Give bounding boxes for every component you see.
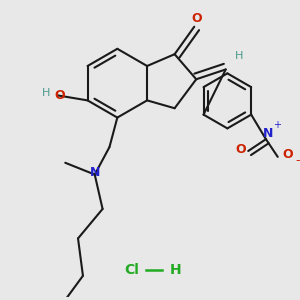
Text: H: H	[169, 263, 181, 277]
Text: O: O	[55, 89, 65, 102]
Text: H: H	[235, 51, 244, 61]
Text: O: O	[191, 12, 202, 25]
Text: +: +	[273, 120, 281, 130]
Text: O: O	[235, 142, 246, 155]
Text: -: -	[295, 154, 300, 167]
Text: Cl: Cl	[124, 263, 140, 277]
Text: N: N	[263, 127, 273, 140]
Text: N: N	[89, 166, 100, 179]
Text: H: H	[42, 88, 50, 98]
Text: O: O	[282, 148, 293, 161]
